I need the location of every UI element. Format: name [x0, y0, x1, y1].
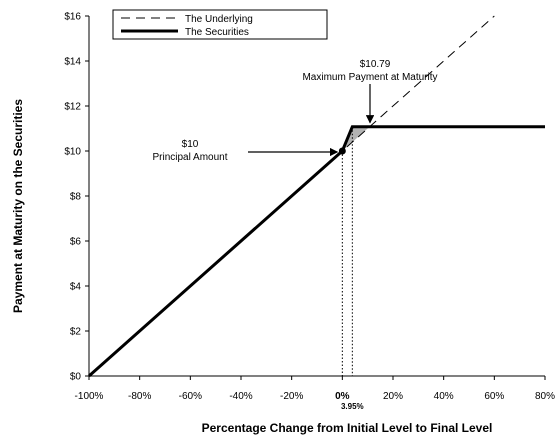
y-tick-label: $8 — [70, 192, 82, 203]
y-tick-label: $4 — [70, 282, 82, 293]
x-tick-label: -40% — [229, 391, 252, 402]
legend-label: The Underlying — [185, 14, 253, 25]
x-tick-label: -100% — [75, 391, 104, 402]
x-tick-label: 20% — [383, 391, 403, 402]
x-tick-label: 40% — [434, 391, 454, 402]
x-extra-tick-label: 3.95% — [341, 402, 364, 411]
annotation-max-label: Maximum Payment at Maturity — [302, 72, 437, 83]
annotation-principal-value: $10 — [182, 139, 199, 150]
x-tick-label: 60% — [484, 391, 504, 402]
data-point-marker-0 — [338, 147, 346, 155]
annotation-max-value: $10.79 — [360, 59, 391, 70]
y-tick-label: $0 — [70, 372, 82, 383]
x-tick-label: 0% — [335, 391, 350, 402]
y-tick-label: $16 — [64, 12, 81, 23]
legend-label: The Securities — [185, 27, 249, 38]
series-line-securities — [88, 125, 545, 378]
y-tick-label: $10 — [64, 147, 81, 158]
y-tick-label: $6 — [70, 237, 82, 248]
y-tick-label: $2 — [70, 327, 82, 338]
x-axis-label: Percentage Change from Initial Level to … — [202, 421, 493, 435]
x-tick-label: 80% — [535, 391, 555, 402]
y-tick-label: $14 — [64, 57, 81, 68]
x-tick-label: -20% — [280, 391, 303, 402]
x-tick-label: -60% — [179, 391, 202, 402]
legend-box — [112, 9, 328, 40]
x-tick-label: -80% — [128, 391, 151, 402]
annotation-principal-label: Principal Amount — [152, 152, 227, 163]
y-axis-label: Payment at Maturity on the Securities — [11, 99, 25, 313]
y-tick-label: $12 — [64, 102, 81, 113]
